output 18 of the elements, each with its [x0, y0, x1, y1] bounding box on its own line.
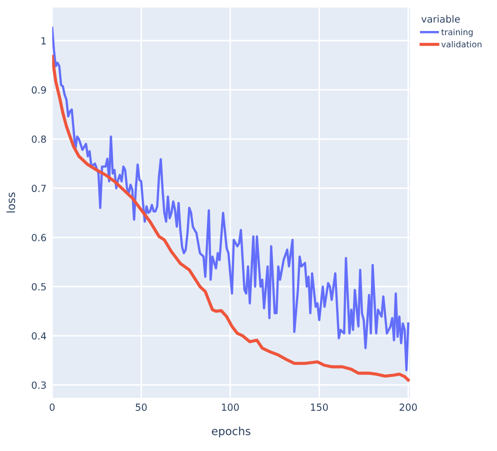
- y-axis-title: loss: [6, 192, 16, 212]
- x-tick-label: 150: [311, 404, 328, 411]
- legend-title: variable: [421, 15, 460, 23]
- x-tick-label: 100: [222, 404, 239, 411]
- y-tick-label: 0.7: [32, 184, 46, 192]
- y-tick-label: 1: [42, 37, 46, 44]
- legend-label: validation: [441, 40, 482, 48]
- y-tick-label: 0.4: [32, 332, 46, 340]
- y-tick-label: 0.9: [32, 86, 46, 94]
- y-tick-label: 0.5: [32, 283, 46, 290]
- x-tick-label: 0: [50, 404, 55, 411]
- y-tick-label: 0.3: [32, 381, 46, 389]
- x-tick-label: 200: [400, 404, 417, 411]
- x-tick-label: 50: [136, 404, 147, 411]
- y-tick-label: 0.6: [32, 234, 46, 242]
- x-axis-title: epochs: [212, 426, 250, 438]
- y-tick-label: 0.8: [32, 135, 46, 143]
- legend-label: training: [441, 28, 473, 37]
